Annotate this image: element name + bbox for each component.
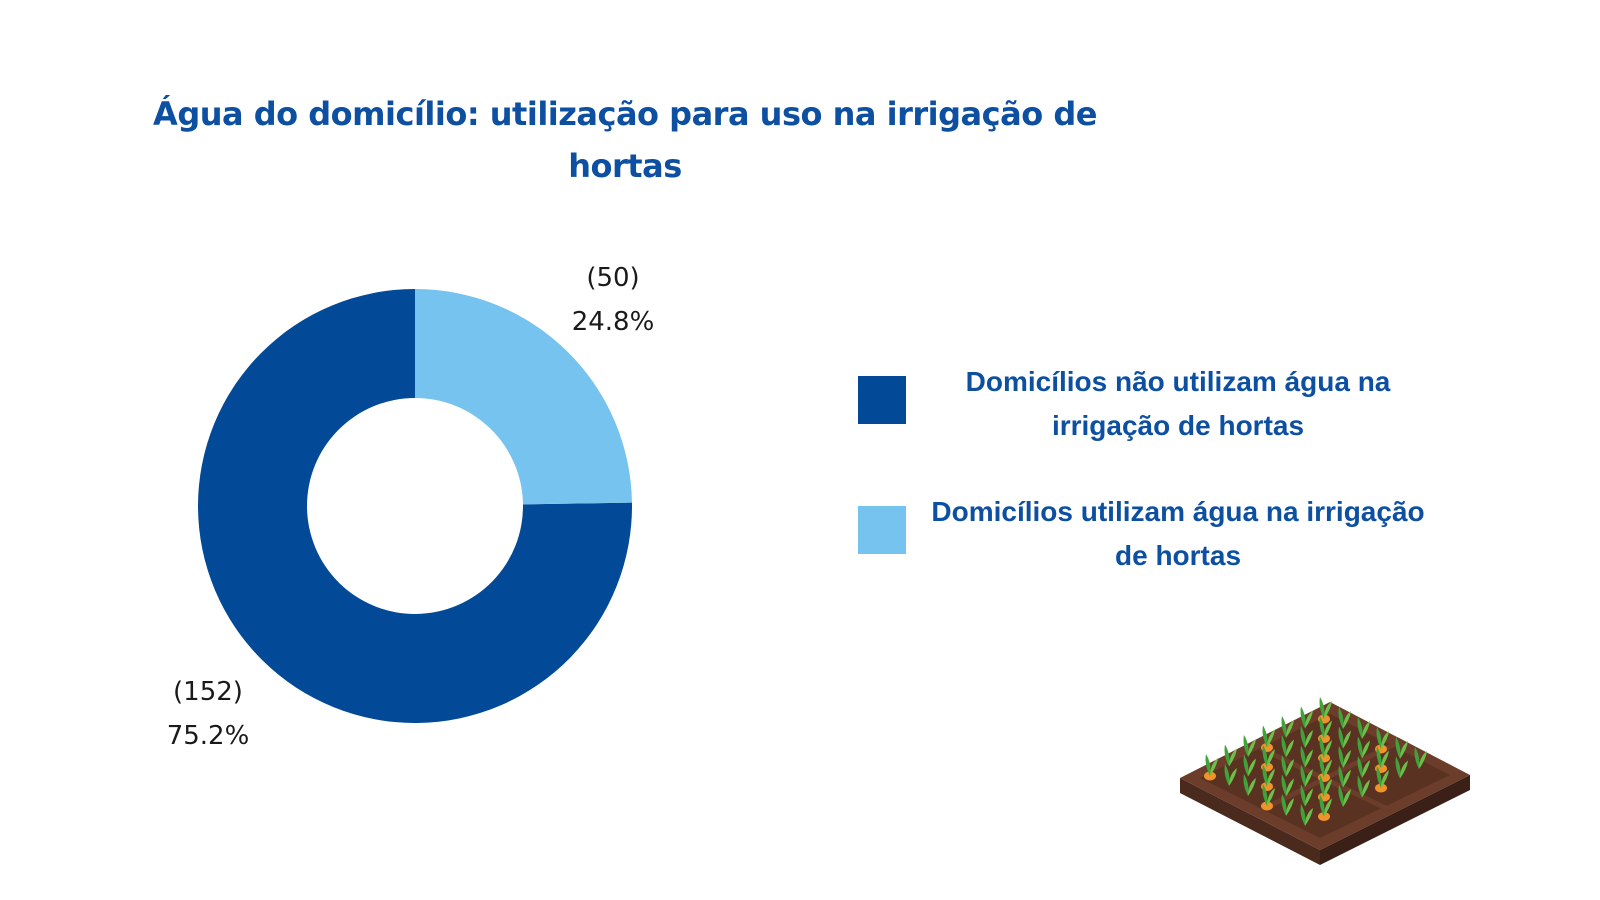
slice-percent-no-irrigation: 75.2%	[166, 721, 250, 751]
slice-label-irrigation: (50) 24.8%	[523, 256, 703, 344]
slice-count-no-irrigation: (152)	[173, 677, 243, 707]
slice-label-no-irrigation: (152) 75.2%	[118, 670, 298, 758]
slice-irrigation	[415, 289, 632, 505]
legend-swatch-no-irrigation	[858, 376, 906, 424]
slice-no-irrigation	[198, 289, 632, 723]
legend-item-irrigation: Domicílios utilizam água na irrigação de…	[858, 490, 1498, 620]
chart-title: Água do domicílio: utilização para uso n…	[153, 95, 1097, 185]
legend-label-no-irrigation: Domicílios não utilizam água na irrigaçã…	[965, 366, 1391, 441]
legend-label-irrigation: Domicílios utilizam água na irrigação de…	[931, 496, 1425, 571]
legend-swatch-irrigation	[858, 506, 906, 554]
slice-count-irrigation: (50)	[586, 263, 640, 293]
legend-item-no-irrigation: Domicílios não utilizam água na irrigaçã…	[858, 360, 1498, 490]
slice-percent-irrigation: 24.8%	[571, 307, 655, 337]
legend: Domicílios não utilizam água na irrigaçã…	[858, 360, 1498, 620]
vegetable-garden-plot-icon	[1180, 697, 1470, 865]
